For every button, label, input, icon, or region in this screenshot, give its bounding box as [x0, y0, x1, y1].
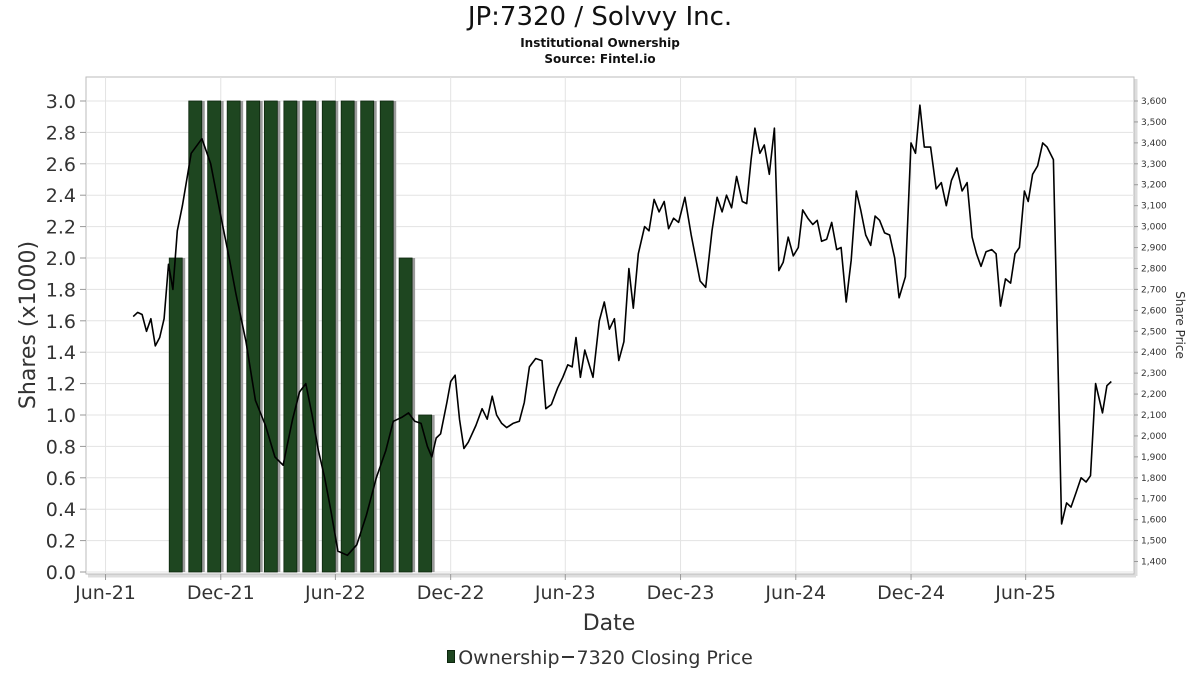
- y-tick-label: 0.8: [46, 436, 76, 458]
- ownership-bar: [226, 100, 241, 573]
- y-tick-label: 2.4: [46, 185, 76, 207]
- legend-ownership-label: Ownership: [458, 647, 560, 669]
- y-tick-label: 3.0: [46, 91, 76, 113]
- plot-frame: [85, 76, 1135, 575]
- y2-tick-label: 3,600: [1141, 97, 1167, 107]
- x-tick-label: Dec-24: [877, 582, 945, 604]
- y2-tick-label: 3,000: [1141, 223, 1167, 233]
- ownership-bar: [246, 100, 261, 573]
- ownership-bar: [283, 100, 298, 573]
- ownership-bar: [321, 100, 336, 573]
- y2-tick-label: 2,800: [1141, 264, 1167, 274]
- x-tick-label: Dec-22: [417, 582, 485, 604]
- y2-tick-label: 2,300: [1141, 369, 1167, 379]
- y-tick-label: 0.4: [46, 499, 76, 521]
- ownership-bar: [302, 100, 317, 573]
- y2-tick-label: 3,500: [1141, 118, 1167, 128]
- y2-tick-label: 2,000: [1141, 432, 1167, 442]
- y2-tick-label: 3,200: [1141, 181, 1167, 191]
- y2-tick-label: 3,100: [1141, 202, 1167, 212]
- y-axis-label: Shares (x1000): [16, 241, 41, 409]
- y2-tick-label: 2,400: [1141, 348, 1167, 358]
- x-tick-label: Dec-21: [187, 582, 255, 604]
- price-line: [132, 104, 1112, 557]
- y-tick-label: 1.2: [46, 374, 76, 396]
- y-tick-label: 2.0: [46, 248, 76, 270]
- ownership-bar: [168, 257, 183, 573]
- y-tick-label: 2.2: [46, 217, 76, 239]
- ownership-bars: [168, 100, 435, 573]
- legend-price-swatch: [561, 656, 574, 658]
- y2-tick-label: 1,600: [1141, 516, 1167, 526]
- y-tick-label: 0.6: [46, 468, 76, 490]
- legend-price-label: 7320 Closing Price: [576, 647, 753, 669]
- ownership-bar: [207, 100, 222, 573]
- y-tick-label: 1.8: [46, 279, 76, 301]
- y2-tick-label: 2,700: [1141, 285, 1167, 295]
- x-tick-label: Dec-23: [647, 582, 715, 604]
- y2-tick-label: 1,800: [1141, 474, 1167, 484]
- y2-tick-label: 2,600: [1141, 306, 1167, 316]
- y2-axis-label: Share Price: [1173, 291, 1187, 359]
- axes: 0.0 0.2 0.4 0.6 0.8 1.0 1.2 1.4 1.6 1.8 2.0 2.2 2.4 2…: [46, 91, 1167, 604]
- ownership-bar: [340, 100, 355, 573]
- chart-source: Source: Fintel.io: [544, 52, 656, 66]
- y2-tick-label: 2,200: [1141, 390, 1167, 400]
- y2-tick-label: 3,300: [1141, 160, 1167, 170]
- ownership-bar: [188, 100, 203, 573]
- y-tick-label: 1.6: [46, 311, 76, 333]
- x-tick-label: Jun-21: [74, 582, 136, 604]
- y2-tick-label: 1,900: [1141, 453, 1167, 463]
- y-tick-label: 1.4: [46, 342, 76, 364]
- ownership-bar: [360, 100, 375, 573]
- legend-ownership-swatch: [447, 650, 456, 663]
- y2-tick-label: 2,100: [1141, 411, 1167, 421]
- y2-tick-label: 3,400: [1141, 139, 1167, 149]
- x-tick-label: Jun-25: [994, 582, 1056, 604]
- chart-title: JP:7320 / Solvvy Inc.: [467, 2, 733, 32]
- y-tick-label: 2.6: [46, 154, 76, 176]
- y2-tick-label: 2,500: [1141, 327, 1167, 337]
- price-line-group: [132, 104, 1112, 557]
- y2-tick-label: 1,400: [1141, 558, 1167, 568]
- y-tick-label: 0.0: [46, 562, 76, 584]
- chart-subtitle: Institutional Ownership: [520, 36, 680, 50]
- y-tick-label: 1.0: [46, 405, 76, 427]
- ownership-bar: [263, 100, 278, 573]
- y2-tick-label: 1,700: [1141, 495, 1167, 505]
- y2-tick-label: 1,500: [1141, 537, 1167, 547]
- x-tick-label: Jun-24: [764, 582, 826, 604]
- y-tick-label: 0.2: [46, 531, 76, 553]
- x-tick-label: Jun-23: [534, 582, 596, 604]
- x-tick-label: Jun-22: [304, 582, 366, 604]
- y-tick-label: 2.8: [46, 122, 76, 144]
- x-axis-label: Date: [583, 611, 636, 636]
- ownership-bar: [379, 100, 394, 573]
- ownership-bar: [418, 414, 433, 573]
- legend: Ownership 7320 Closing Price: [0, 647, 1200, 669]
- y2-tick-label: 2,900: [1141, 244, 1167, 254]
